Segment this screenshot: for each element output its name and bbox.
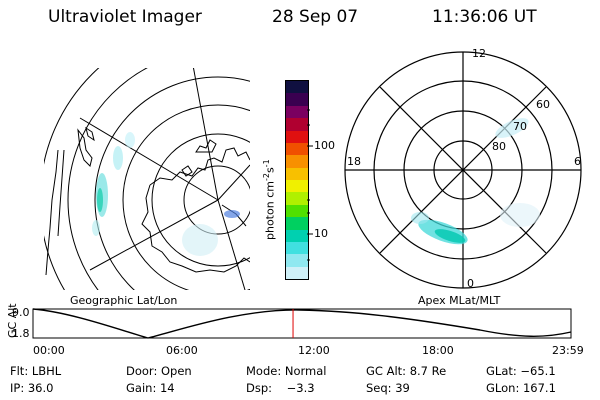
colorbar-segment xyxy=(286,254,308,267)
status-ip: IP: 36.0 xyxy=(10,381,54,395)
date-label: 28 Sep 07 xyxy=(272,7,359,27)
colorbar-segment xyxy=(286,192,308,205)
timeline-xtick-1800: 18:00 xyxy=(422,344,454,357)
colorbar-unit-label: photon cm-2s-1 xyxy=(262,159,277,240)
colorbar-segment xyxy=(286,217,308,230)
status-seq: Seq: 39 xyxy=(366,381,410,395)
colorbar-segment xyxy=(286,167,308,180)
timeline-xtick-0000: 00:00 xyxy=(33,344,65,357)
timeline-ytick-1-8: 1.8 xyxy=(12,327,30,340)
timeline-xtick-2359: 23:59 xyxy=(552,344,584,357)
mlt-12-label: 12 xyxy=(472,47,486,60)
status-door: Door: Open xyxy=(126,364,192,378)
status-glon: GLon: 167.1 xyxy=(486,381,556,395)
status-gc-alt: GC Alt: 8.7 Re xyxy=(366,364,447,378)
timeline-ytick-9: 9.0 xyxy=(12,306,30,319)
status-gain: Gain: 14 xyxy=(126,381,175,395)
colorbar-segment xyxy=(286,105,308,119)
mlt-18-label: 18 xyxy=(347,155,361,168)
colorbar-tick-10: 10 xyxy=(314,227,328,240)
colorbar-segment xyxy=(286,142,308,156)
mlt-0-label: 0 xyxy=(467,277,474,290)
status-dsp: Dsp: −3.3 xyxy=(246,381,315,395)
colorbar-segment xyxy=(286,118,308,131)
time-label: 11:36:06 UT xyxy=(432,7,537,27)
colorbar-tick-100: 100 xyxy=(314,139,335,152)
colorbar-segment xyxy=(286,180,308,193)
colorbar-segment xyxy=(286,155,308,168)
colorbar-segment xyxy=(286,204,308,218)
polar-grid xyxy=(344,51,582,289)
colorbar-segment xyxy=(286,266,308,279)
colorbar xyxy=(285,80,309,280)
timeline-xtick-1200: 12:00 xyxy=(298,344,330,357)
colorbar-segment xyxy=(286,81,308,94)
mlat-80-label: 80 xyxy=(492,140,506,153)
colorbar-segment xyxy=(286,93,308,106)
colorbar-segment xyxy=(286,130,308,143)
status-glat: GLat: −65.1 xyxy=(486,364,556,378)
mlat-60-label: 60 xyxy=(536,98,550,111)
colorbar-segment xyxy=(286,241,308,255)
status-mode: Mode: Normal xyxy=(246,364,327,378)
timeline-xtick-0600: 06:00 xyxy=(166,344,198,357)
status-flt: Flt: LBHL xyxy=(10,364,62,378)
colorbar-segment xyxy=(286,229,308,242)
apex-caption: Apex MLat/MLT xyxy=(418,294,501,307)
geographic-caption: Geographic Lat/Lon xyxy=(70,294,178,307)
mlt-6-label: 6 xyxy=(574,155,581,168)
instrument-title: Ultraviolet Imager xyxy=(48,7,202,27)
mlat-70-label: 70 xyxy=(513,120,527,133)
